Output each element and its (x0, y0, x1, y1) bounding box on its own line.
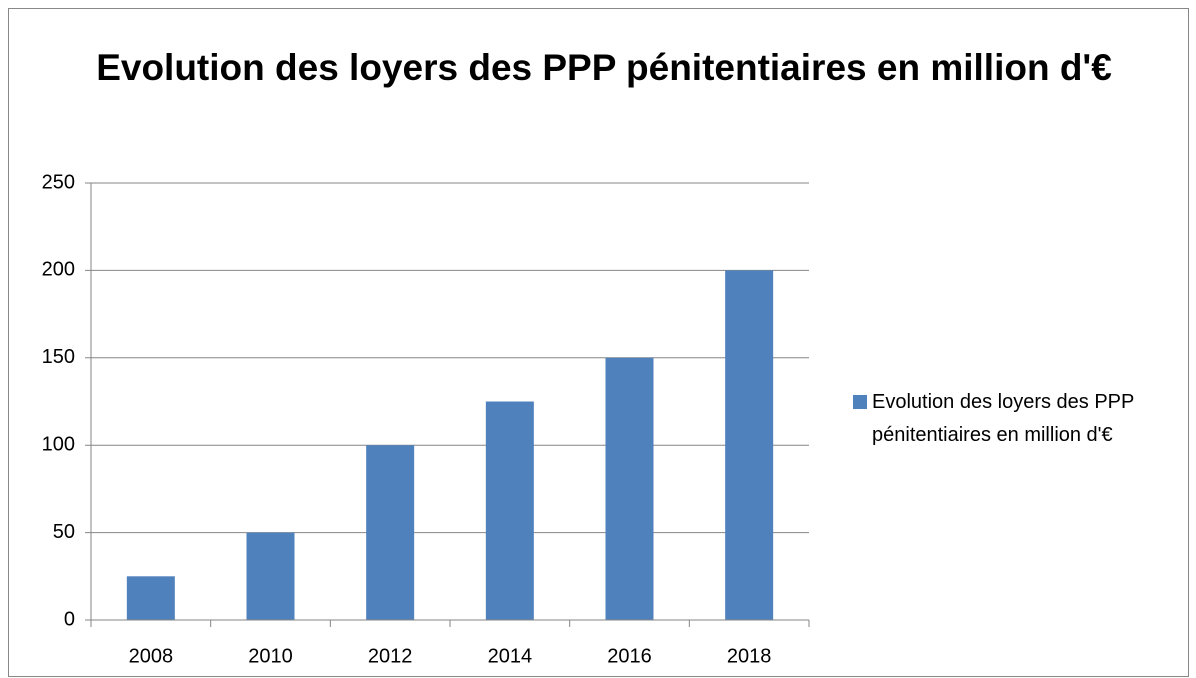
legend-label: Evolution des loyers des PPP pénitentiai… (872, 391, 1135, 446)
y-tick-label: 150 (42, 346, 75, 368)
x-tick-label: 2012 (368, 645, 413, 667)
y-tick-label: 200 (42, 259, 75, 281)
x-tick-label: 2014 (488, 645, 533, 667)
y-tick-label: 250 (42, 171, 75, 193)
x-tick-label: 2018 (727, 645, 772, 667)
x-tick-label: 2016 (607, 645, 652, 667)
bar (485, 401, 534, 620)
y-tick-label: 0 (64, 608, 75, 630)
chart-title: Evolution des loyers des PPP pénitentiai… (96, 47, 1112, 88)
bar (605, 357, 654, 620)
bar (126, 576, 175, 620)
bar (725, 270, 774, 620)
y-tick-label: 100 (42, 433, 75, 455)
bar (246, 532, 295, 620)
chart-border (8, 8, 1189, 677)
bar (366, 445, 415, 620)
x-tick-label: 2010 (248, 645, 293, 667)
x-tick-label: 2008 (129, 645, 174, 667)
legend-swatch (853, 395, 867, 409)
y-tick-label: 50 (53, 521, 75, 543)
